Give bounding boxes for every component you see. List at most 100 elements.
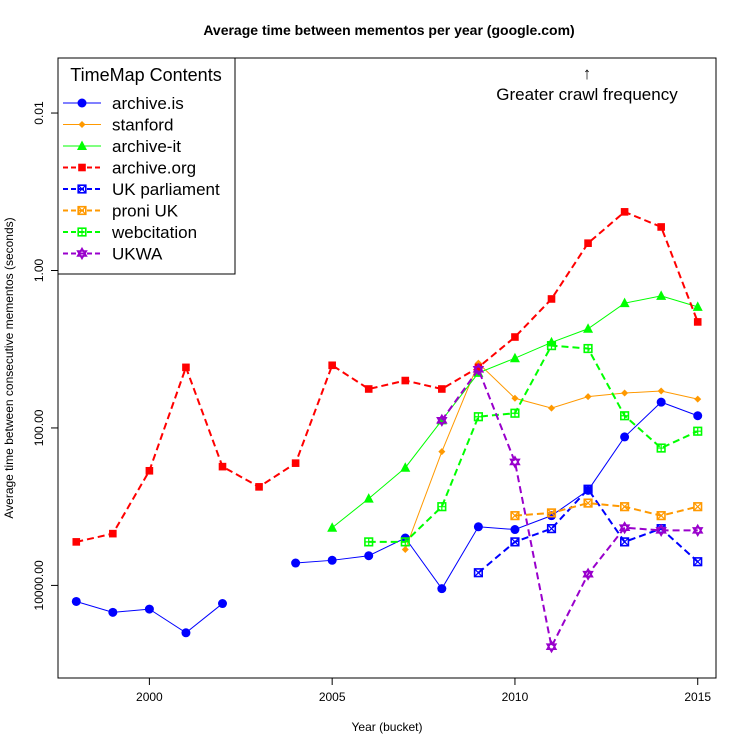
x-tick-label: 2000	[136, 690, 163, 704]
data-point-stanford	[621, 389, 629, 397]
data-point-ukwa-up	[691, 523, 704, 534]
data-point-webcitation-plus	[438, 502, 446, 511]
data-point-ukwa	[472, 362, 485, 376]
data-point-archive-org	[145, 466, 154, 475]
data-point-ukwa-down	[618, 524, 631, 535]
legend-title: TimeMap Contents	[70, 65, 221, 85]
data-point-proni-uk	[656, 511, 666, 521]
y-tick-label: 0.01	[32, 101, 46, 125]
data-point-ukwa	[545, 640, 558, 654]
data-point-uk-parliament-cross	[474, 568, 483, 577]
data-point-archive-is	[620, 432, 630, 442]
series-webcitation	[364, 341, 703, 547]
data-point-stanford	[548, 404, 555, 412]
data-point-uk-parliament-cross	[693, 557, 702, 566]
data-point-archive-org	[218, 462, 227, 471]
data-point-ukwa-up	[655, 523, 667, 534]
data-point-ukwa-down	[509, 458, 521, 469]
data-point-archive-it	[509, 352, 520, 363]
data-point-archive-it	[656, 290, 667, 300]
legend-entry-webcitation: webcitation	[63, 223, 197, 242]
legend-marker-ukwa-up	[76, 246, 88, 257]
data-point-ukwa-up	[436, 413, 448, 424]
y-tick-label: 100.00	[32, 409, 46, 446]
data-point-archive-org	[693, 318, 702, 326]
data-point-uk-parliament	[693, 557, 703, 567]
y-tick-label: 10000.00	[32, 560, 46, 610]
legend-marker-stanford	[78, 121, 86, 128]
legend-entry-stanford: stanford	[63, 116, 173, 135]
data-point-archive-is	[437, 584, 447, 594]
legend-entry-archive-org: archive.org	[63, 159, 196, 178]
data-point-ukwa-down	[545, 643, 558, 654]
data-point-uk-parliament-box	[510, 537, 520, 547]
legend-entry-archive-it: archive-it	[63, 137, 181, 156]
series-proni-uk	[510, 498, 703, 521]
x-tick-label: 2005	[319, 690, 346, 704]
series-line-ukwa	[441, 367, 698, 650]
data-point-uk-parliament-cross	[547, 524, 556, 533]
data-point-stanford	[657, 387, 665, 395]
data-point-proni-uk-box	[583, 498, 593, 508]
series-stanford	[401, 359, 702, 554]
data-point-webcitation-plus	[364, 538, 373, 546]
data-point-webcitation	[400, 537, 410, 547]
data-point-archive-is	[144, 604, 154, 614]
annotation-text: Greater crawl frequency	[496, 85, 678, 104]
data-point-webcitation	[364, 537, 374, 547]
legend-marker-ukwa-down	[76, 250, 88, 261]
data-point-uk-parliament-box	[620, 537, 630, 547]
series-line-webcitation	[368, 344, 699, 543]
legend-marker-proni-uk-box	[77, 205, 87, 216]
data-point-webcitation	[437, 502, 447, 512]
series-archive-is	[71, 397, 703, 638]
legend-marker-uk-parliament-cross	[77, 184, 87, 194]
data-point-archive-is	[473, 522, 483, 532]
data-point-stanford	[584, 393, 592, 401]
legend-label-stanford: stanford	[112, 116, 173, 135]
data-point-uk-parliament-box	[583, 484, 593, 494]
legend-marker-uk-parliament	[77, 184, 87, 194]
data-point-archive-is	[693, 411, 703, 421]
data-point-proni-uk	[693, 502, 703, 512]
data-point-webcitation-plus	[547, 341, 556, 350]
legend-marker-proni-uk-cross	[77, 206, 87, 215]
data-point-ukwa-up	[509, 455, 521, 466]
data-point-webcitation	[693, 426, 703, 436]
data-point-uk-parliament-box	[693, 557, 703, 567]
data-point-archive-it	[363, 493, 374, 503]
series-layer	[71, 208, 704, 654]
data-point-archive-is	[656, 397, 666, 407]
legend-marker-archive-is	[77, 98, 87, 108]
data-point-archive-org	[547, 295, 556, 303]
data-point-archive-is	[108, 607, 118, 617]
data-point-archive-is	[71, 596, 81, 606]
legend-label-archive-org: archive.org	[112, 159, 196, 178]
legend-entries: archive.is stanford archive-it archive.org U…	[63, 94, 220, 264]
data-point-webcitation-plus	[584, 344, 592, 353]
data-point-archive-org	[291, 459, 300, 467]
data-point-archive-org	[401, 376, 410, 385]
data-point-archive-org	[620, 208, 629, 216]
data-point-uk-parliament-box	[473, 568, 483, 578]
data-point-ukwa-down	[472, 366, 485, 376]
data-point-archive-org	[109, 529, 117, 538]
legend-box	[57, 57, 236, 275]
x-tick-label: 2010	[502, 690, 529, 704]
data-point-archive-it	[583, 323, 594, 333]
data-point-uk-parliament-box	[546, 524, 557, 534]
data-point-ukwa-up	[545, 640, 558, 650]
data-point-archive-is	[327, 555, 337, 565]
data-point-proni-uk-box	[656, 511, 666, 521]
data-point-ukwa	[509, 455, 521, 469]
data-point-proni-uk-cross	[656, 511, 666, 520]
series-line-archive-org	[76, 210, 699, 543]
legend-marker-ukwa	[76, 246, 88, 261]
legend-marker-archive-it	[77, 140, 87, 150]
data-point-archive-is	[510, 525, 520, 535]
legend-marker-archive-org	[78, 163, 86, 172]
data-point-uk-parliament-cross	[510, 537, 520, 547]
x-axis: 2000 2005 2010 2015	[136, 677, 711, 704]
data-point-uk-parliament	[546, 524, 557, 534]
